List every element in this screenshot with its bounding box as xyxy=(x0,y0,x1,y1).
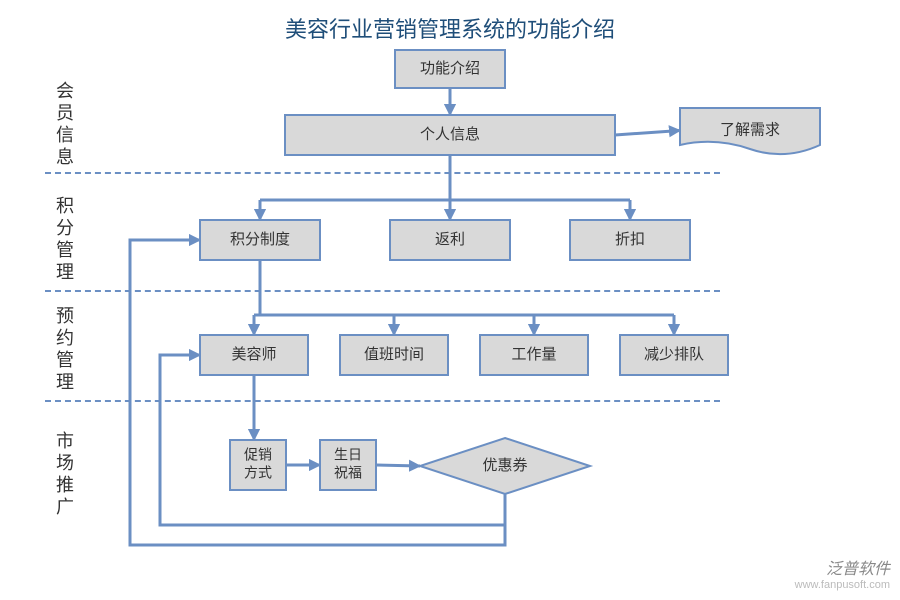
svg-text:促销: 促销 xyxy=(244,447,272,463)
node-needs: 了解需求 xyxy=(680,108,820,154)
node-coupon: 优惠券 xyxy=(420,438,590,494)
section-label-sec4: 市场推广 xyxy=(55,430,75,518)
node-workload: 工作量 xyxy=(480,335,588,375)
svg-text:工作量: 工作量 xyxy=(511,346,556,363)
node-promo: 促销方式 xyxy=(230,440,286,490)
flowchart-canvas: 功能介绍个人信息了解需求积分制度返利折扣美容师值班时间工作量减少排队促销方式生日… xyxy=(0,0,900,600)
svg-text:减少排队: 减少排队 xyxy=(644,346,704,363)
node-birthday: 生日祝福 xyxy=(320,440,376,490)
svg-text:积分制度: 积分制度 xyxy=(230,231,290,248)
section-label-sec1: 会员信息 xyxy=(55,80,75,168)
node-intro: 功能介绍 xyxy=(395,50,505,88)
watermark: 泛普软件 www.fanpusoft.com xyxy=(795,563,890,592)
section-divider xyxy=(45,172,720,174)
svg-text:祝福: 祝福 xyxy=(334,465,362,481)
node-queue: 减少排队 xyxy=(620,335,728,375)
watermark-brand: 泛普软件 xyxy=(826,561,890,578)
node-personal: 个人信息 xyxy=(285,115,615,155)
node-shift: 值班时间 xyxy=(340,335,448,375)
section-divider xyxy=(45,290,720,292)
svg-text:功能介绍: 功能介绍 xyxy=(420,60,480,77)
section-label-sec3: 预约管理 xyxy=(55,305,75,393)
svg-text:返利: 返利 xyxy=(435,231,465,248)
svg-text:个人信息: 个人信息 xyxy=(420,126,480,143)
section-label-sec2: 积分管理 xyxy=(55,195,75,283)
svg-text:美容师: 美容师 xyxy=(231,346,276,363)
node-points: 积分制度 xyxy=(200,220,320,260)
svg-text:折扣: 折扣 xyxy=(615,231,645,248)
node-beautician: 美容师 xyxy=(200,335,308,375)
svg-text:值班时间: 值班时间 xyxy=(364,346,424,363)
svg-text:了解需求: 了解需求 xyxy=(720,121,780,138)
section-divider xyxy=(45,400,720,402)
watermark-url: www.fanpusoft.com xyxy=(795,579,890,591)
svg-text:生日: 生日 xyxy=(334,447,362,463)
svg-text:优惠券: 优惠券 xyxy=(482,457,527,474)
svg-text:方式: 方式 xyxy=(244,465,272,481)
node-discount: 折扣 xyxy=(570,220,690,260)
node-rebate: 返利 xyxy=(390,220,510,260)
